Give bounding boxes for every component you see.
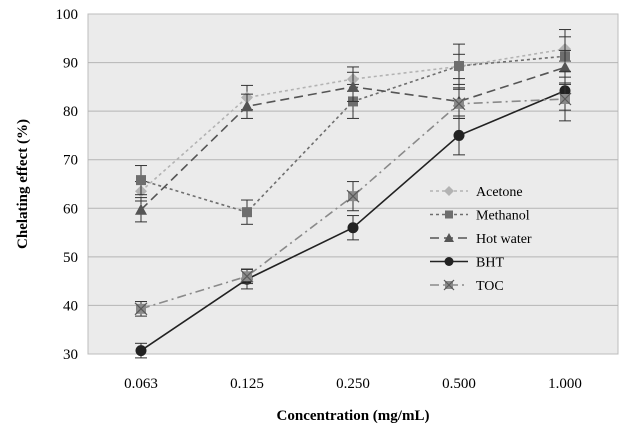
data-point bbox=[453, 129, 465, 141]
data-point bbox=[347, 222, 359, 234]
data-point bbox=[242, 207, 252, 218]
x-tick-label: 0.063 bbox=[124, 376, 158, 392]
legend-item: Acetone bbox=[430, 185, 523, 200]
legend-label: Methanol bbox=[476, 209, 530, 224]
data-point bbox=[134, 302, 148, 316]
series-line bbox=[140, 48, 566, 192]
y-tick-label: 90 bbox=[63, 56, 78, 72]
data-point bbox=[241, 100, 253, 112]
data-point bbox=[559, 61, 571, 73]
y-tick-label: 60 bbox=[63, 201, 78, 217]
data-point bbox=[347, 80, 359, 92]
y-tick-label: 100 bbox=[56, 7, 79, 23]
data-point bbox=[454, 60, 464, 71]
legend-label: BHT bbox=[476, 256, 504, 271]
x-tick-label: 0.250 bbox=[336, 376, 370, 392]
data-point bbox=[136, 175, 146, 186]
legend-item: BHT bbox=[430, 256, 504, 271]
x-tick-label: 0.125 bbox=[230, 376, 264, 392]
y-tick-label: 30 bbox=[63, 347, 78, 363]
x-axis-ticks: 0.063 0.125 0.250 0.500 1.000 bbox=[124, 376, 582, 392]
x-axis-title: Concentration (mg/mL) bbox=[277, 408, 430, 424]
y-axis-ticks: 30 40 50 60 70 80 90 100 bbox=[56, 7, 79, 363]
legend-item: Hot water bbox=[430, 232, 532, 247]
data-point bbox=[135, 203, 147, 215]
legend-label: Acetone bbox=[476, 185, 523, 200]
data-point bbox=[135, 345, 147, 357]
data-point bbox=[452, 97, 466, 111]
legend-item: TOC bbox=[430, 279, 504, 294]
y-tick-label: 50 bbox=[63, 250, 78, 266]
y-axis-title: Chelating effect (%) bbox=[15, 119, 31, 249]
data-point bbox=[558, 92, 572, 106]
legend-label: TOC bbox=[476, 279, 504, 294]
y-tick-label: 40 bbox=[63, 298, 78, 314]
data-point bbox=[240, 269, 254, 283]
series-toc bbox=[134, 76, 572, 317]
x-tick-label: 1.000 bbox=[548, 376, 582, 392]
y-tick-label: 70 bbox=[63, 153, 78, 169]
series-group bbox=[134, 29, 572, 359]
series-line bbox=[140, 98, 566, 310]
legend: Acetone Methanol Hot water BHT TOC bbox=[430, 185, 532, 294]
legend-item: Methanol bbox=[430, 209, 530, 224]
data-point bbox=[346, 189, 360, 203]
x-tick-label: 0.500 bbox=[442, 376, 476, 392]
legend-label: Hot water bbox=[476, 232, 532, 247]
y-tick-label: 80 bbox=[63, 104, 78, 120]
